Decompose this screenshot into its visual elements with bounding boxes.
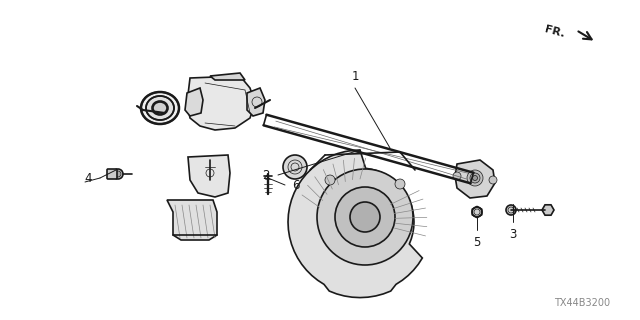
FancyBboxPatch shape: [107, 169, 117, 179]
Polygon shape: [210, 73, 245, 80]
Circle shape: [350, 202, 380, 232]
Circle shape: [506, 205, 516, 215]
Text: TX44B3200: TX44B3200: [554, 298, 610, 308]
Circle shape: [335, 187, 395, 247]
Ellipse shape: [146, 96, 174, 120]
Circle shape: [113, 169, 123, 179]
Text: 4: 4: [84, 172, 92, 185]
Polygon shape: [185, 88, 203, 116]
Circle shape: [115, 171, 121, 177]
Text: 6: 6: [292, 179, 300, 191]
Text: 5: 5: [474, 236, 481, 249]
Circle shape: [317, 169, 413, 265]
Circle shape: [283, 155, 307, 179]
Polygon shape: [187, 76, 255, 130]
Text: FR.: FR.: [543, 25, 566, 39]
Text: 2: 2: [262, 169, 270, 181]
Polygon shape: [167, 200, 217, 240]
Polygon shape: [247, 88, 265, 116]
Circle shape: [472, 175, 477, 180]
Circle shape: [489, 176, 497, 184]
Text: 1: 1: [351, 70, 359, 83]
Ellipse shape: [141, 92, 179, 124]
Circle shape: [470, 173, 480, 183]
Circle shape: [325, 175, 335, 185]
Polygon shape: [288, 150, 422, 298]
Text: 3: 3: [509, 228, 516, 241]
Polygon shape: [455, 160, 495, 198]
Circle shape: [453, 172, 461, 180]
Circle shape: [472, 207, 482, 217]
Circle shape: [395, 179, 405, 189]
Ellipse shape: [152, 101, 168, 115]
Polygon shape: [188, 155, 230, 197]
Circle shape: [467, 170, 483, 186]
